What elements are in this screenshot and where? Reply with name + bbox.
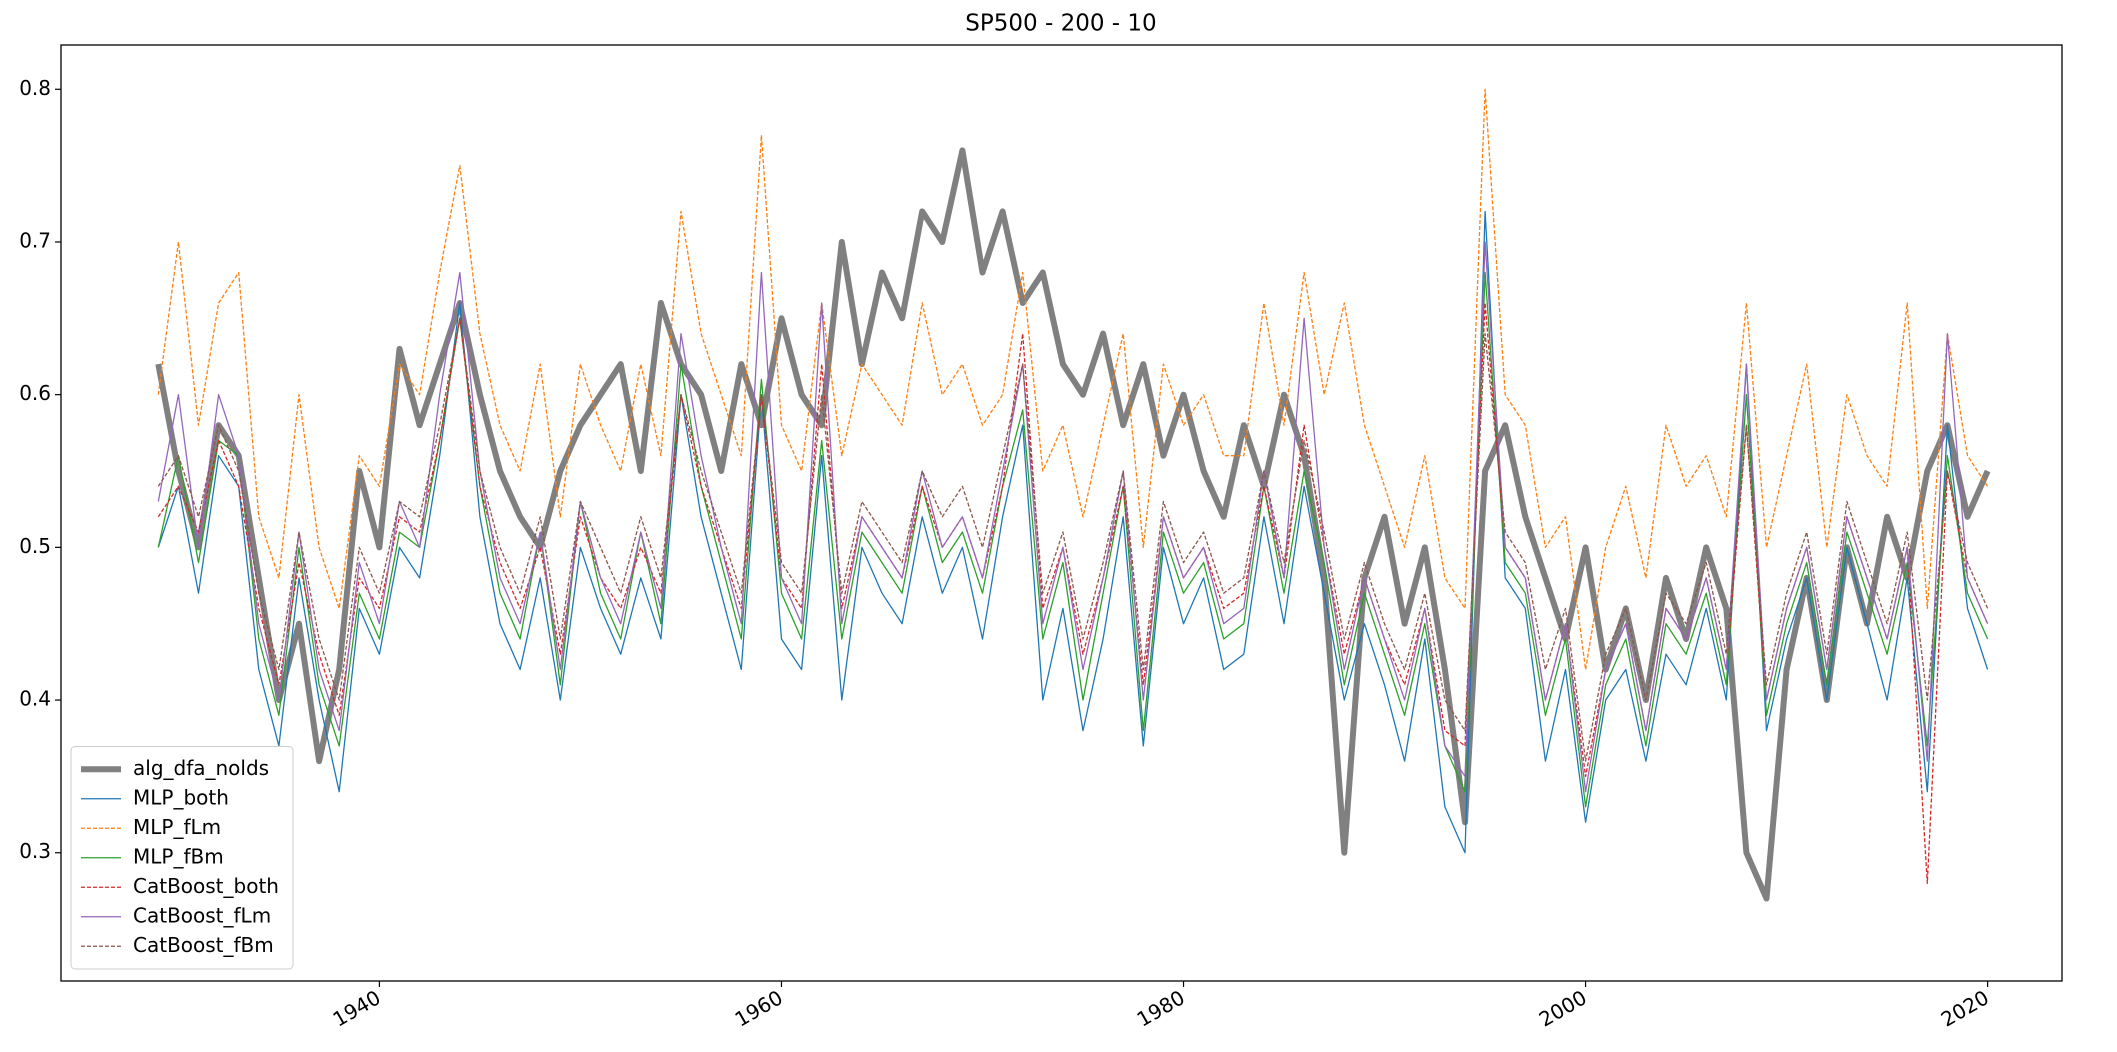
legend-box <box>70 746 294 970</box>
legend-label: MLP_both <box>133 785 229 809</box>
x-tick-label: 2020 <box>1937 985 1993 1031</box>
x-tick-label: 1980 <box>1133 985 1189 1031</box>
y-tick-label: 0.4 <box>19 687 51 711</box>
legend-label: CatBoost_fLm <box>133 903 271 927</box>
y-tick-label: 0.3 <box>19 839 51 863</box>
legend-label: MLP_fLm <box>133 815 221 839</box>
series-line <box>157 88 1989 671</box>
y-tick-label: 0.6 <box>19 381 51 405</box>
x-tick-label: 2000 <box>1535 985 1591 1031</box>
legend-label: alg_dfa_nolds <box>133 756 269 780</box>
y-tick-label: 0.7 <box>19 228 51 252</box>
legend-label: CatBoost_both <box>133 874 279 898</box>
y-tick-label: 0.5 <box>19 534 51 558</box>
series-line <box>157 210 1989 854</box>
legend-label: CatBoost_fBm <box>133 933 274 957</box>
series-line <box>157 317 1989 762</box>
series-line <box>157 241 1989 793</box>
series-line <box>155 147 1991 902</box>
x-tick-label: 1960 <box>731 985 787 1031</box>
legend-label: MLP_fBm <box>133 844 224 868</box>
chart-title: SP500 - 200 - 10 <box>965 11 1156 37</box>
plot-frame <box>60 44 2063 982</box>
x-tick-label: 1940 <box>329 985 385 1031</box>
series-line <box>157 271 1989 808</box>
y-tick-label: 0.8 <box>19 76 51 100</box>
